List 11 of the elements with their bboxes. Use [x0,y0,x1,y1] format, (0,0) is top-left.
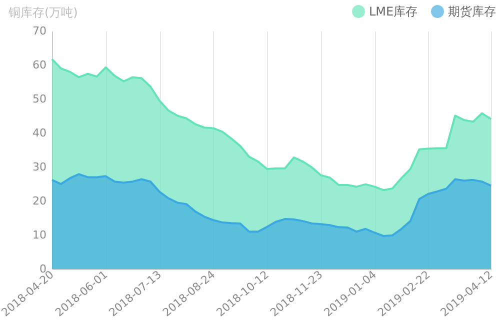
y-tick-label: 30 [32,160,46,174]
y-tick-label: 50 [32,92,46,106]
y-tick-label: 60 [32,58,46,72]
legend-label: LME库存 [369,4,418,19]
y-axis-title: 铜库存(万吨) [8,6,78,20]
legend-label: 期货库存 [448,4,496,19]
y-tick-label: 70 [32,24,46,38]
y-tick-label: 20 [32,194,46,208]
y-tick-label: 10 [32,228,46,242]
y-tick-label: 40 [32,126,46,140]
y-tick-label: 0 [40,262,46,276]
